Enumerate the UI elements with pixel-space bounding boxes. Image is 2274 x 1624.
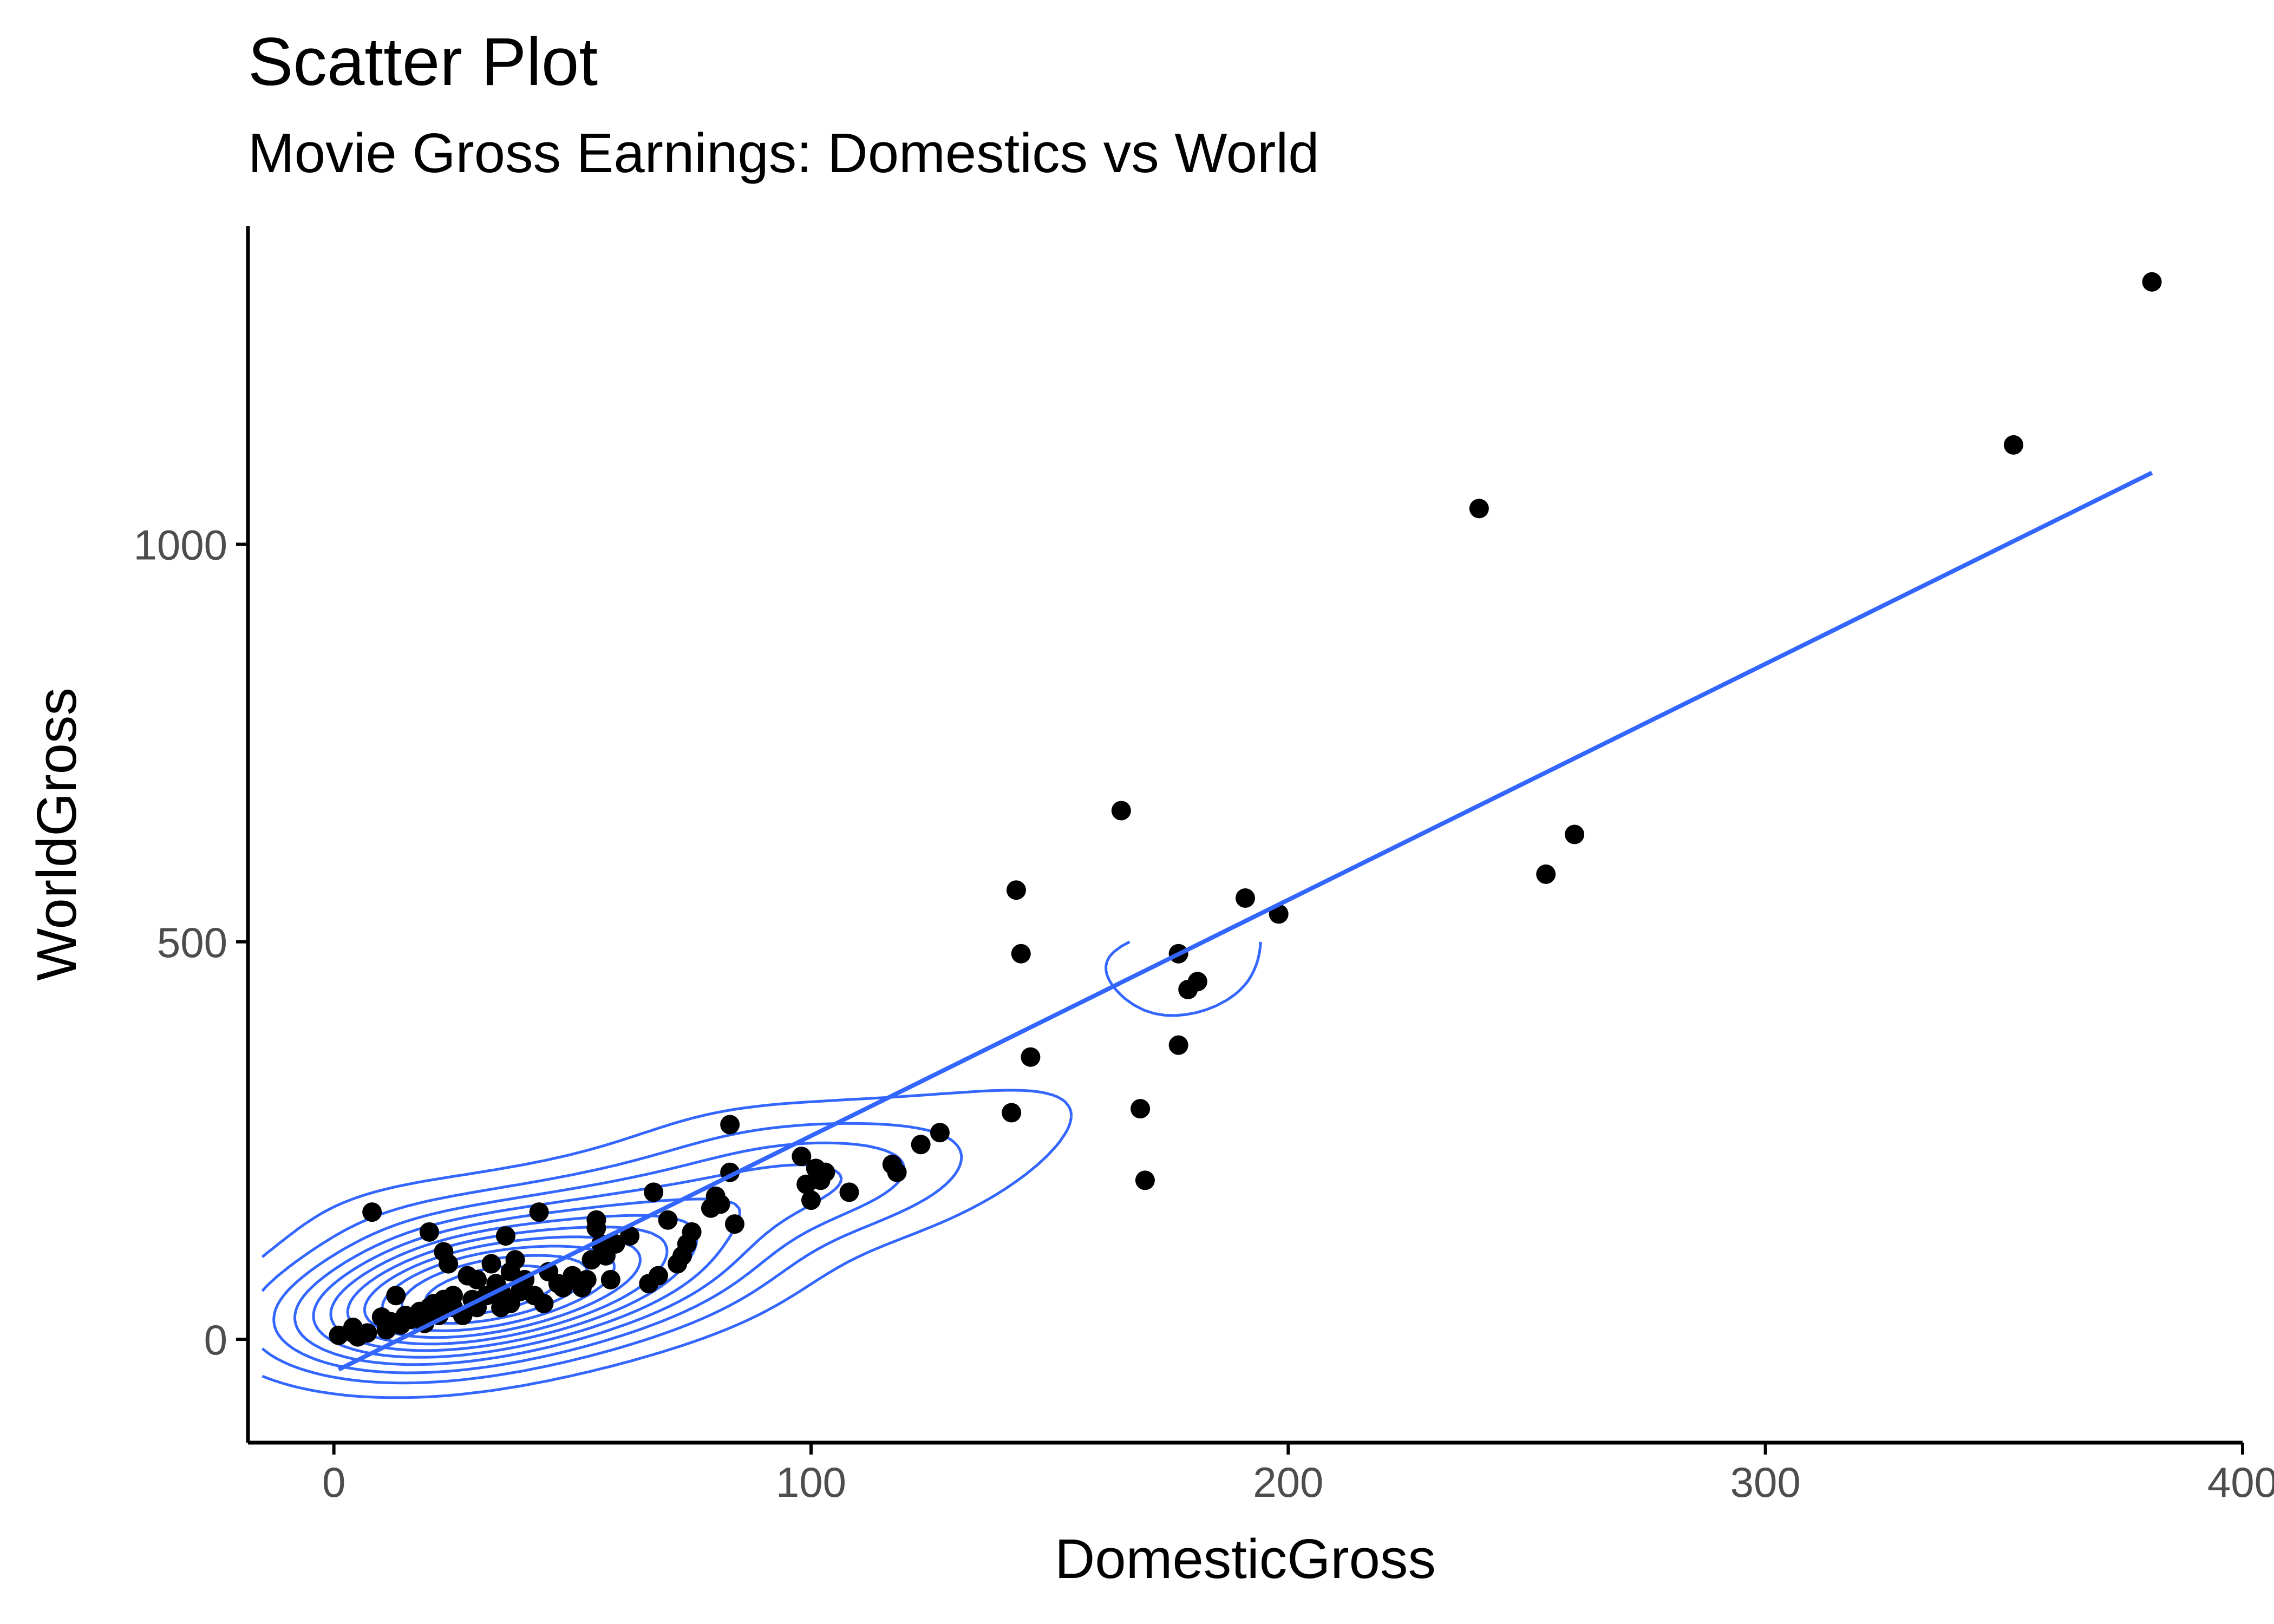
data-point <box>467 1269 487 1289</box>
data-point <box>443 1286 463 1306</box>
data-point <box>682 1222 702 1242</box>
x-axis-ticks: 0 100 200 300 400 <box>322 1443 2274 1506</box>
data-point <box>648 1266 668 1286</box>
data-point <box>801 1190 821 1210</box>
data-point <box>620 1226 640 1246</box>
data-point <box>505 1250 525 1270</box>
data-point <box>419 1222 439 1242</box>
data-point <box>386 1286 406 1306</box>
data-point <box>439 1254 459 1274</box>
data-point <box>529 1202 549 1222</box>
data-point <box>1469 499 1489 519</box>
data-point <box>644 1182 664 1202</box>
data-points <box>329 272 2162 1347</box>
data-point <box>534 1293 554 1313</box>
data-point <box>710 1194 730 1214</box>
x-tick-label: 200 <box>1253 1458 1323 1506</box>
y-tick-label: 0 <box>204 1316 227 1364</box>
data-point <box>2003 435 2023 455</box>
data-point <box>2142 272 2162 292</box>
data-point <box>658 1210 678 1230</box>
data-point <box>1006 880 1026 900</box>
data-point <box>815 1162 835 1182</box>
chart-subtitle: Movie Gross Earnings: Domestics vs World <box>248 122 1319 184</box>
data-point <box>1131 1099 1151 1119</box>
density-contour-level <box>346 1226 669 1346</box>
data-point <box>362 1202 382 1222</box>
density-contour-level <box>312 1197 742 1359</box>
data-point <box>1236 888 1255 908</box>
regression-line <box>337 470 2153 1372</box>
data-point <box>1111 801 1131 821</box>
data-point <box>1168 1035 1188 1055</box>
x-tick-label: 400 <box>2207 1458 2274 1506</box>
data-point <box>911 1135 931 1155</box>
fit-line <box>337 470 2153 1372</box>
data-point <box>1187 972 1207 992</box>
data-point <box>1011 944 1031 964</box>
density-contour-level <box>329 1214 698 1352</box>
data-point <box>481 1254 501 1274</box>
x-axis-title: DomesticGross <box>1055 1528 1436 1590</box>
density-contour-level <box>272 1141 906 1374</box>
data-point <box>724 1214 744 1234</box>
density-contour-level <box>261 1122 963 1385</box>
y-tick-label: 500 <box>157 919 227 966</box>
y-axis-title: WorldGross <box>25 687 88 981</box>
y-axis-ticks: 0 500 1000 <box>133 521 248 1364</box>
data-point <box>586 1210 606 1230</box>
data-point <box>1536 864 1556 884</box>
x-tick-label: 0 <box>322 1458 345 1506</box>
data-point <box>839 1182 859 1202</box>
data-point <box>605 1234 625 1254</box>
data-point <box>357 1323 377 1343</box>
data-point <box>930 1123 950 1143</box>
data-point <box>720 1115 740 1135</box>
data-point <box>792 1147 812 1167</box>
x-tick-label: 100 <box>776 1458 846 1506</box>
data-point <box>600 1269 620 1289</box>
density-contour-level <box>261 940 1262 1399</box>
data-point <box>495 1226 515 1246</box>
chart-title: Scatter Plot <box>248 24 598 100</box>
data-point <box>329 1325 349 1345</box>
data-point <box>1002 1103 1022 1123</box>
data-point <box>887 1162 907 1182</box>
data-point <box>1021 1047 1041 1067</box>
data-point <box>1565 824 1585 844</box>
density-contours <box>261 940 1262 1399</box>
x-tick-label: 300 <box>1730 1458 1801 1506</box>
data-point <box>577 1269 597 1289</box>
y-tick-label: 1000 <box>133 521 227 568</box>
data-point <box>1135 1170 1155 1190</box>
axes <box>246 226 2243 1445</box>
